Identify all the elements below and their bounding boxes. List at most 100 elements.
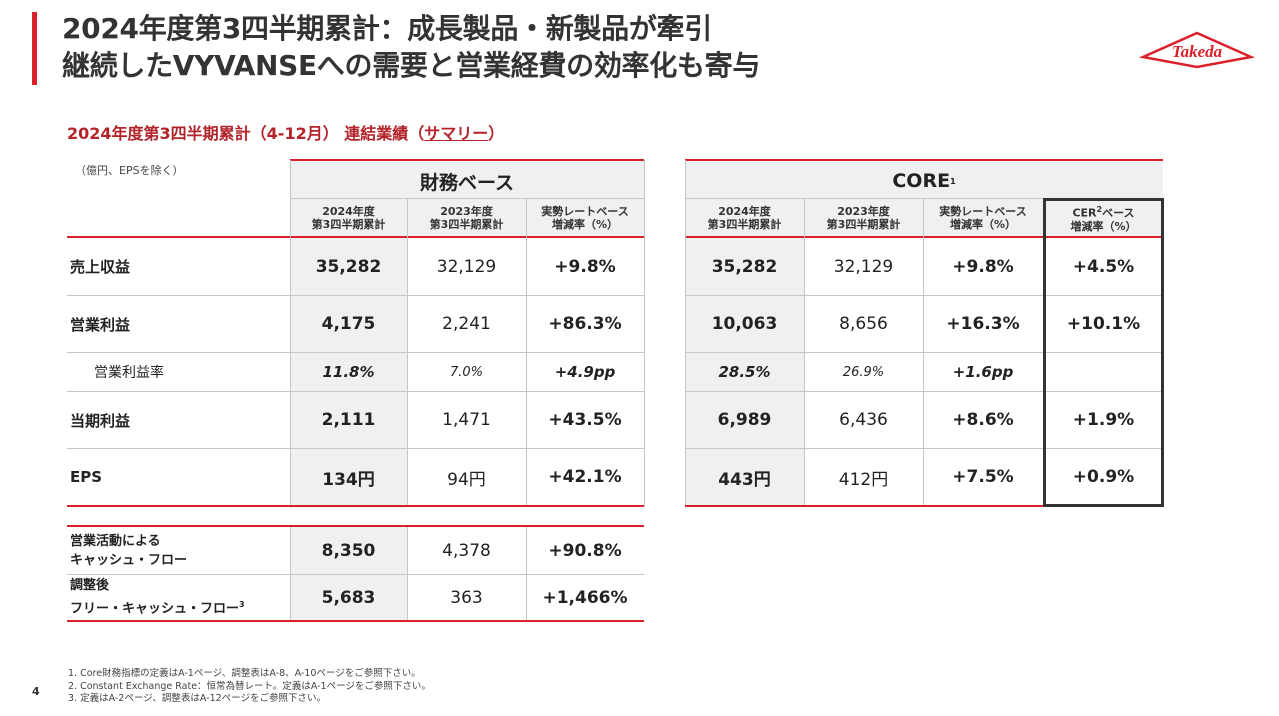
core-col-header-2: 2023年度 第3四半期累計 — [804, 200, 923, 236]
section-subtitle: 2024年度第3四半期累計（4-12月） 連結業績（サマリー） — [67, 120, 504, 144]
cer-col-header: CER2ベース 増減率（%） — [1043, 200, 1164, 236]
core-op-2023: 8,656 — [839, 314, 888, 334]
cf-bottom-line — [67, 620, 644, 622]
fin-op-2023: 2,241 — [442, 314, 491, 334]
core-eps-2023: 412円 — [838, 469, 889, 490]
cf-row-line — [67, 574, 644, 575]
row-label-operating-profit: 営業利益 — [70, 315, 131, 334]
fin-group-header: 財務ベース — [419, 171, 515, 194]
vdiv-core-0 — [685, 160, 686, 507]
fin-current-column-shade — [290, 160, 407, 508]
fin-col-header-2-text: 2023年度 第3四半期累計 — [429, 205, 504, 231]
core-op-2024: 10,063 — [711, 314, 778, 334]
title-accent-bar — [32, 12, 37, 85]
cer-label: CER — [1072, 206, 1097, 220]
core-group-header: CORE 1 — [685, 164, 1163, 198]
cf-op-growth: +90.8% — [548, 540, 622, 561]
header-bottom-line — [67, 236, 644, 238]
core-col-header-2-text: 2023年度 第3四半期累計 — [826, 205, 901, 231]
vdiv-fin-1 — [290, 160, 291, 507]
cf-op-2024: 8,350 — [321, 540, 376, 561]
fin-top-line — [290, 159, 644, 161]
fin-net-growth: +43.5% — [548, 410, 622, 430]
fin-col-header-3: 実勢レートベース 増減率（%） — [526, 200, 644, 236]
fin-col-header-1-text: 2024年度 第3四半期累計 — [311, 205, 386, 231]
row-line-3 — [67, 391, 644, 392]
fin-eps-2024: 134円 — [322, 469, 375, 490]
cf-vdiv-2 — [407, 527, 408, 620]
operating-cf-label: 営業活動による キャッシュ・フロー — [70, 534, 188, 568]
core-net-growth: +8.6% — [952, 410, 1014, 430]
core-revenue-growth: +9.8% — [952, 256, 1014, 277]
row-label-operating-margin: 営業利益率 — [94, 365, 164, 381]
core-margin-2024: 28.5% — [718, 363, 771, 381]
fin-revenue-2024: 35,282 — [315, 256, 382, 277]
core-row-line-4 — [685, 448, 1163, 449]
fin-eps-growth: +42.1% — [548, 467, 622, 487]
fin-op-2024: 4,175 — [321, 314, 376, 334]
cf-vdiv-3 — [526, 527, 527, 620]
row-label-adjusted-fcf: 調整後 フリー・キャッシュ・フロー3 — [70, 575, 285, 620]
row-label-net-profit: 当期利益 — [70, 411, 131, 430]
fin-margin-change: +4.9pp — [554, 363, 616, 381]
table-bottom-line — [67, 505, 644, 507]
core-row-line-2 — [685, 352, 1163, 353]
row-label-operating-cf: 営業活動による キャッシュ・フロー — [70, 528, 285, 574]
cf-op-2023: 4,378 — [442, 540, 491, 561]
fin-col-header-3-text: 実勢レートベース 増減率（%） — [541, 205, 629, 231]
core-margin-2023: 26.9% — [842, 364, 885, 380]
subtitle-underlined: サマリー — [424, 124, 489, 143]
core-col-header-1-text: 2024年度 第3四半期累計 — [707, 205, 782, 231]
row-line-1 — [67, 295, 644, 296]
page-title: 2024年度第3四半期累計：成長製品・新製品が牽引 継続したVYVANSEへの需… — [62, 10, 760, 84]
cer-sup: 2 — [1096, 205, 1103, 215]
fin-net-2024: 2,111 — [321, 410, 376, 430]
cf-vdiv-1 — [290, 527, 291, 620]
core-col-header-3-text: 実勢レートベース 増減率（%） — [939, 205, 1027, 231]
core-op-cer: +10.1% — [1066, 314, 1141, 334]
footnote-3: 3. 定義はA-2ページ、調整表はA-12ページをご参照下さい。 — [68, 693, 326, 704]
cer-highlight-box — [1043, 198, 1164, 507]
fin-net-2023: 1,471 — [442, 410, 491, 430]
cf-top-line — [67, 525, 644, 527]
page-number: 4 — [32, 685, 40, 698]
cf-fcf-2024: 5,683 — [321, 587, 376, 608]
subtitle-suffix: ） — [488, 124, 505, 143]
core-eps-cer: +0.9% — [1072, 467, 1135, 487]
subtitle-prefix: 2024年度第3四半期累計（4-12月） 連結業績（ — [67, 124, 425, 143]
fin-col-header-1: 2024年度 第3四半期累計 — [290, 200, 407, 236]
core-group-label: CORE — [892, 170, 951, 192]
core-col-header-3: 実勢レートベース 増減率（%） — [923, 200, 1043, 236]
footnote-1: 1. Core財務指標の定義はA-1ページ、調整表はA-8、A-10ページをご参… — [68, 668, 421, 679]
row-label-eps: EPS — [70, 468, 103, 486]
core-margin-change: +1.6pp — [952, 363, 1014, 381]
core-top-line — [685, 159, 1163, 161]
adjusted-fcf-sup: 3 — [239, 600, 245, 610]
fin-col-header-2: 2023年度 第3四半期累計 — [407, 200, 526, 236]
cer-label-rest: ベース 増減率（%） — [1070, 206, 1137, 233]
fin-margin-2024: 11.8% — [322, 363, 375, 381]
core-net-2023: 6,436 — [839, 410, 888, 430]
row-line-2 — [67, 352, 644, 353]
core-margin-cer — [1043, 353, 1164, 391]
fin-op-growth: +86.3% — [548, 314, 622, 334]
logo-text: Takeda — [1172, 42, 1223, 61]
core-revenue-cer: +4.5% — [1072, 256, 1135, 277]
core-table-bottom-line — [685, 505, 1163, 507]
core-header-bottom-line — [685, 236, 1163, 238]
takeda-logo: Takeda — [1138, 31, 1256, 69]
cf-fcf-2023: 363 — [450, 587, 483, 608]
core-eps-2024: 443円 — [718, 469, 771, 490]
adjusted-fcf-label: 調整後 フリー・キャッシュ・フロー — [70, 578, 240, 617]
core-op-growth: +16.3% — [946, 314, 1020, 334]
footnotes: 1. Core財務指標の定義はA-1ページ、調整表はA-8、A-10ページをご参… — [68, 668, 431, 706]
cf-fcf-growth: +1,466% — [542, 587, 628, 608]
core-revenue-2023: 32,129 — [833, 256, 894, 277]
core-group-sup: 1 — [950, 176, 956, 186]
core-net-cer: +1.9% — [1072, 410, 1135, 430]
title-line-1: 2024年度第3四半期累計：成長製品・新製品が牽引 — [62, 12, 712, 45]
fin-revenue-growth: +9.8% — [554, 256, 616, 277]
core-row-line-1 — [685, 295, 1163, 296]
fin-group-divider — [290, 198, 644, 199]
fin-margin-2023: 7.0% — [449, 364, 484, 380]
